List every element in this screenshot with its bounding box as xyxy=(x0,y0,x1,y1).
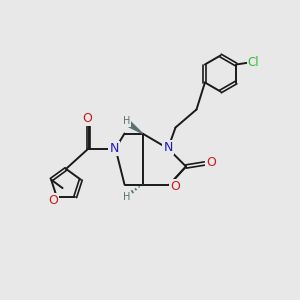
Text: H: H xyxy=(123,116,130,126)
Text: Cl: Cl xyxy=(248,56,259,69)
Text: O: O xyxy=(82,112,92,125)
Polygon shape xyxy=(128,122,142,134)
Text: O: O xyxy=(170,180,180,193)
Text: O: O xyxy=(48,194,58,207)
Text: O: O xyxy=(206,156,216,169)
Text: N: N xyxy=(163,141,173,154)
Text: N: N xyxy=(109,142,119,155)
Text: H: H xyxy=(123,192,130,202)
